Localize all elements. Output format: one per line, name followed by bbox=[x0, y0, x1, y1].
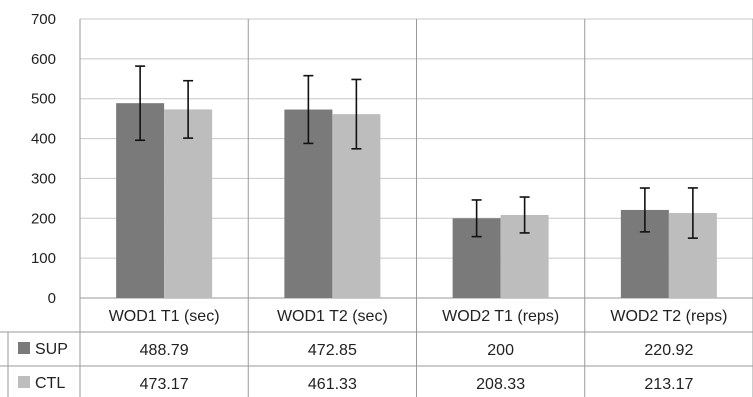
y-tick-label: 700 bbox=[31, 11, 56, 28]
error-bar-sup bbox=[471, 199, 482, 238]
error-bar-ctl bbox=[687, 187, 698, 239]
error-bar-ctl bbox=[183, 79, 194, 139]
y-tick-label: 200 bbox=[31, 210, 56, 227]
error-bar-ctl bbox=[351, 78, 362, 150]
category-label: WOD2 T2 (reps) bbox=[610, 308, 727, 325]
table-value: 472.85 bbox=[308, 342, 357, 359]
error-bar-ctl bbox=[519, 196, 530, 234]
category-label: WOD2 T1 (reps) bbox=[442, 308, 559, 325]
error-bar-sup bbox=[639, 187, 650, 233]
legend-swatch-sup bbox=[18, 342, 30, 354]
bar-ctl bbox=[164, 109, 213, 298]
y-tick-label: 400 bbox=[31, 131, 56, 148]
y-tick-label: 300 bbox=[31, 170, 56, 187]
y-tick-label: 100 bbox=[31, 250, 56, 267]
error-bar-sup bbox=[135, 65, 146, 142]
y-tick-label: 0 bbox=[48, 290, 56, 307]
category-label: WOD1 T2 (sec) bbox=[277, 308, 388, 325]
table-value: 488.79 bbox=[140, 342, 189, 359]
y-axis-ticks: 0 100 200 300 400 500 600 700 bbox=[31, 11, 56, 307]
error-bar-sup bbox=[303, 74, 314, 145]
legend-swatch-ctl bbox=[18, 376, 30, 388]
legend-label-sup: SUP bbox=[35, 341, 68, 358]
y-tick-label: 600 bbox=[31, 51, 56, 68]
y-tick-label: 500 bbox=[31, 91, 56, 108]
category-label: WOD1 T1 (sec) bbox=[109, 308, 220, 325]
table-value: 200 bbox=[487, 342, 514, 359]
table-value: 220.92 bbox=[644, 342, 693, 359]
legend-label-ctl: CTL bbox=[35, 375, 65, 392]
data-table: WOD1 T1 (sec) WOD1 T2 (sec) WOD2 T1 (reps)… bbox=[0, 19, 753, 397]
table-value: 473.17 bbox=[140, 376, 189, 393]
table-value: 213.17 bbox=[644, 376, 693, 393]
table-value: 461.33 bbox=[308, 376, 357, 393]
error-bars bbox=[135, 65, 698, 239]
table-value: 208.33 bbox=[476, 376, 525, 393]
